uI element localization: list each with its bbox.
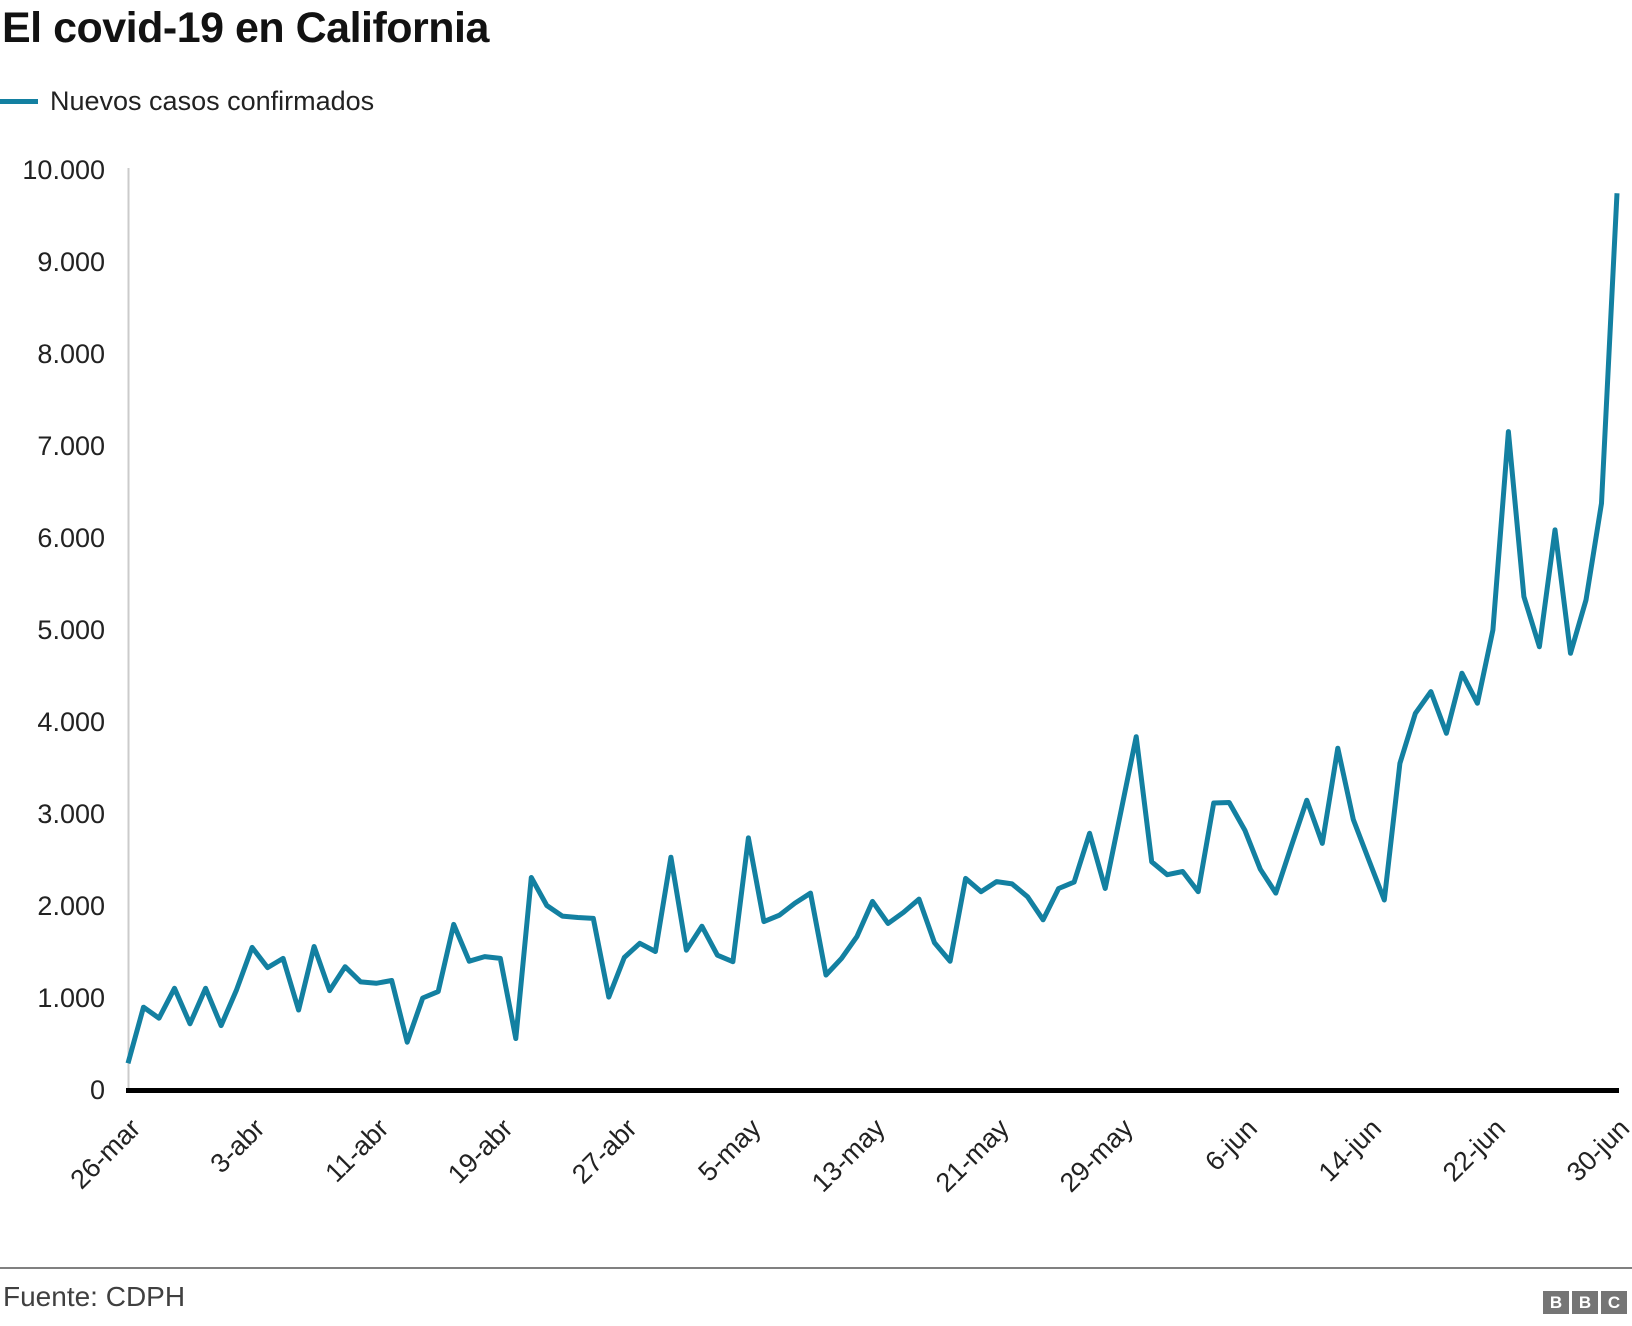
footer-divider	[0, 1267, 1632, 1269]
y-tick-label: 5.000	[37, 615, 105, 645]
chart-title: El covid-19 en California	[2, 4, 489, 52]
y-tick-label: 3.000	[37, 799, 105, 829]
x-tick-label: 19-abr	[442, 1113, 518, 1189]
legend: Nuevos casos confirmados	[0, 86, 374, 117]
x-tick-label: 11-abr	[319, 1113, 394, 1188]
y-tick-label: 9.000	[37, 247, 105, 277]
legend-line-swatch	[0, 99, 38, 104]
x-tick-label: 29-may	[1054, 1113, 1139, 1198]
data-line-nuevos-casos	[125, 193, 1620, 1064]
bbc-logo-block: B	[1572, 1291, 1598, 1314]
x-tick-label: 22-jun	[1437, 1113, 1511, 1187]
y-tick-label: 0	[90, 1075, 105, 1105]
x-tick-label: 13-may	[806, 1113, 891, 1198]
x-tick-label: 14-jun	[1313, 1113, 1387, 1187]
y-tick-label: 1.000	[37, 983, 105, 1013]
x-tick-label: 26-mar	[65, 1113, 147, 1195]
x-tick-label: 27-abr	[566, 1113, 642, 1189]
y-tick-label: 4.000	[37, 707, 105, 737]
x-tick-label: 30-jun	[1561, 1113, 1632, 1187]
x-tick-label: 21-may	[930, 1113, 1015, 1198]
bbc-logo-block: C	[1601, 1291, 1627, 1314]
x-tick-label: 3-abr	[205, 1113, 271, 1179]
y-tick-label: 2.000	[37, 891, 105, 921]
y-tick-label: 6.000	[37, 523, 105, 553]
x-tick-label: 6-jun	[1199, 1113, 1263, 1177]
bbc-logo-block: B	[1543, 1291, 1569, 1314]
x-tick-label: 5-may	[692, 1113, 767, 1188]
source-label: Fuente: CDPH	[3, 1281, 186, 1312]
y-tick-label: 7.000	[37, 431, 105, 461]
y-tick-label: 8.000	[37, 339, 105, 369]
legend-label: Nuevos casos confirmados	[50, 86, 375, 116]
y-tick-label: 10.000	[22, 155, 105, 185]
